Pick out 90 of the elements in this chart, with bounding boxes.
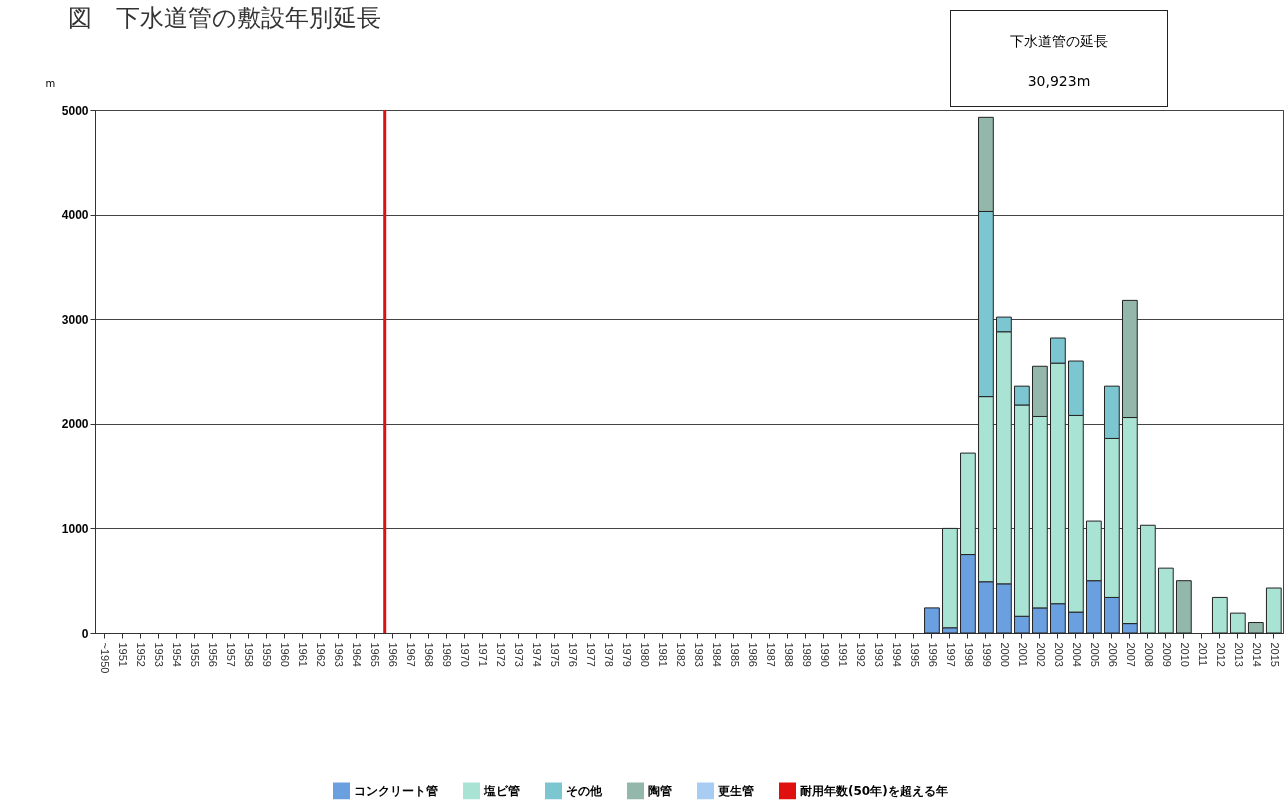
- y-tick-label: 2000: [61, 417, 89, 432]
- y-tick-label: 5000: [61, 103, 89, 118]
- x-tick-label: 1991: [836, 642, 849, 667]
- x-tick-label: 1963: [333, 642, 346, 667]
- y-tick-label: 0: [81, 626, 89, 641]
- legend-label: 陶管: [648, 783, 672, 798]
- x-tick-label: 1957: [225, 642, 238, 667]
- y-tick-label: 3000: [61, 312, 89, 327]
- x-tick-label: 2001: [1016, 642, 1029, 667]
- x-tick-label: 1986: [746, 642, 759, 667]
- x-tick-label: 1994: [890, 642, 903, 667]
- x-tick-label: 1980: [639, 642, 652, 667]
- x-tick-label: 1969: [441, 642, 454, 667]
- x-tick-label: 1960: [279, 642, 292, 667]
- x-tick-label: 1955: [189, 642, 202, 667]
- x-tick-label: 1952: [135, 642, 148, 667]
- x-tick-label: 1959: [261, 642, 274, 667]
- x-tick-label: 2011: [1196, 642, 1209, 667]
- x-tick-label: 1971: [477, 642, 490, 667]
- chart-title: 図 下水道管の敷設年別延長: [68, 4, 381, 33]
- x-tick-label: ~1950: [99, 642, 112, 674]
- x-tick-label: 1979: [621, 642, 634, 667]
- x-tick-label: 2008: [1142, 642, 1155, 667]
- x-tick-label: 1965: [369, 642, 382, 667]
- x-tick-label: 1956: [207, 642, 220, 667]
- legend-label: その他: [566, 783, 603, 798]
- x-tick-label: 1970: [459, 642, 472, 667]
- x-tick-label: 1997: [944, 642, 957, 667]
- x-tick-label: 2009: [1160, 642, 1173, 667]
- x-tick-label: 1988: [782, 642, 795, 667]
- x-tick-label: 1966: [387, 642, 400, 667]
- x-tick-label: 1996: [926, 642, 939, 667]
- x-tick-label: 1958: [243, 642, 256, 667]
- bar: [1211, 596, 1228, 634]
- x-tick-label: 1992: [854, 642, 867, 667]
- x-tick-label: 1995: [908, 642, 921, 667]
- x-tick-label: 1981: [657, 642, 670, 667]
- x-tick-label: 1987: [764, 642, 777, 667]
- x-tick-label: 2007: [1124, 642, 1137, 667]
- x-tick-label: 1999: [980, 642, 993, 667]
- y-tick-label: 4000: [61, 208, 89, 223]
- y-axis-title: m: [45, 77, 56, 89]
- x-tick-label: 2002: [1034, 642, 1047, 667]
- text: 下水道管の延長: [1009, 33, 1109, 51]
- x-tick-label: 1962: [315, 642, 328, 667]
- x-tick-label: 1990: [818, 642, 831, 667]
- x-tick-label: 1984: [710, 642, 723, 667]
- x-tick-label: 1993: [872, 642, 885, 667]
- x-tick-label: 2005: [1088, 642, 1101, 667]
- x-tick-label: 1982: [675, 642, 687, 667]
- bar: [1139, 524, 1156, 634]
- bar: [1247, 622, 1264, 634]
- x-tick-label: 1973: [513, 642, 526, 667]
- x-tick-label: 2014: [1250, 642, 1263, 667]
- x-tick-label: 1989: [800, 642, 813, 667]
- bar: [1175, 580, 1192, 634]
- legend-label: 塩ビ管: [483, 783, 520, 798]
- y-tick-label: 1000: [61, 521, 89, 536]
- legend-label: 更生管: [718, 783, 754, 798]
- x-tick-label: 1983: [693, 642, 705, 667]
- text: 30,923m: [1026, 73, 1092, 89]
- x-tick-label: 1976: [567, 642, 580, 667]
- x-tick-label: 2000: [998, 642, 1011, 667]
- x-tick-label: 2013: [1232, 642, 1245, 667]
- x-tick-label: 1954: [171, 642, 184, 667]
- x-tick-label: 2015: [1268, 642, 1281, 667]
- x-tick-label: 1968: [423, 642, 436, 667]
- x-tick-label: 2006: [1106, 642, 1119, 667]
- bar: [1265, 587, 1282, 634]
- x-tick-label: 1975: [549, 642, 562, 667]
- x-tick-label: 2004: [1070, 642, 1083, 667]
- x-tick-label: 1953: [153, 642, 166, 667]
- x-tick-label: 1967: [405, 642, 418, 667]
- legend-label: コンクリート管: [354, 783, 438, 798]
- x-tick-label: 1972: [495, 642, 508, 667]
- x-tick-label: 1964: [351, 642, 364, 667]
- bar: [1229, 612, 1246, 634]
- x-tick-label: 2003: [1052, 642, 1065, 667]
- x-tick-label: 1951: [117, 642, 130, 667]
- x-tick-label: 2012: [1214, 642, 1227, 667]
- x-tick-label: 1961: [297, 642, 310, 667]
- bar: [1157, 567, 1174, 634]
- x-tick-label: 1998: [962, 642, 975, 667]
- bar: [924, 607, 940, 634]
- x-tick-label: 1978: [603, 642, 616, 667]
- legend-label: 耐用年数(50年)を超える年: [800, 783, 948, 798]
- x-tick-label: 1977: [585, 642, 598, 667]
- x-tick-label: 1974: [531, 642, 544, 667]
- x-tick-label: 1985: [728, 642, 741, 667]
- x-tick-label: 2010: [1178, 642, 1191, 667]
